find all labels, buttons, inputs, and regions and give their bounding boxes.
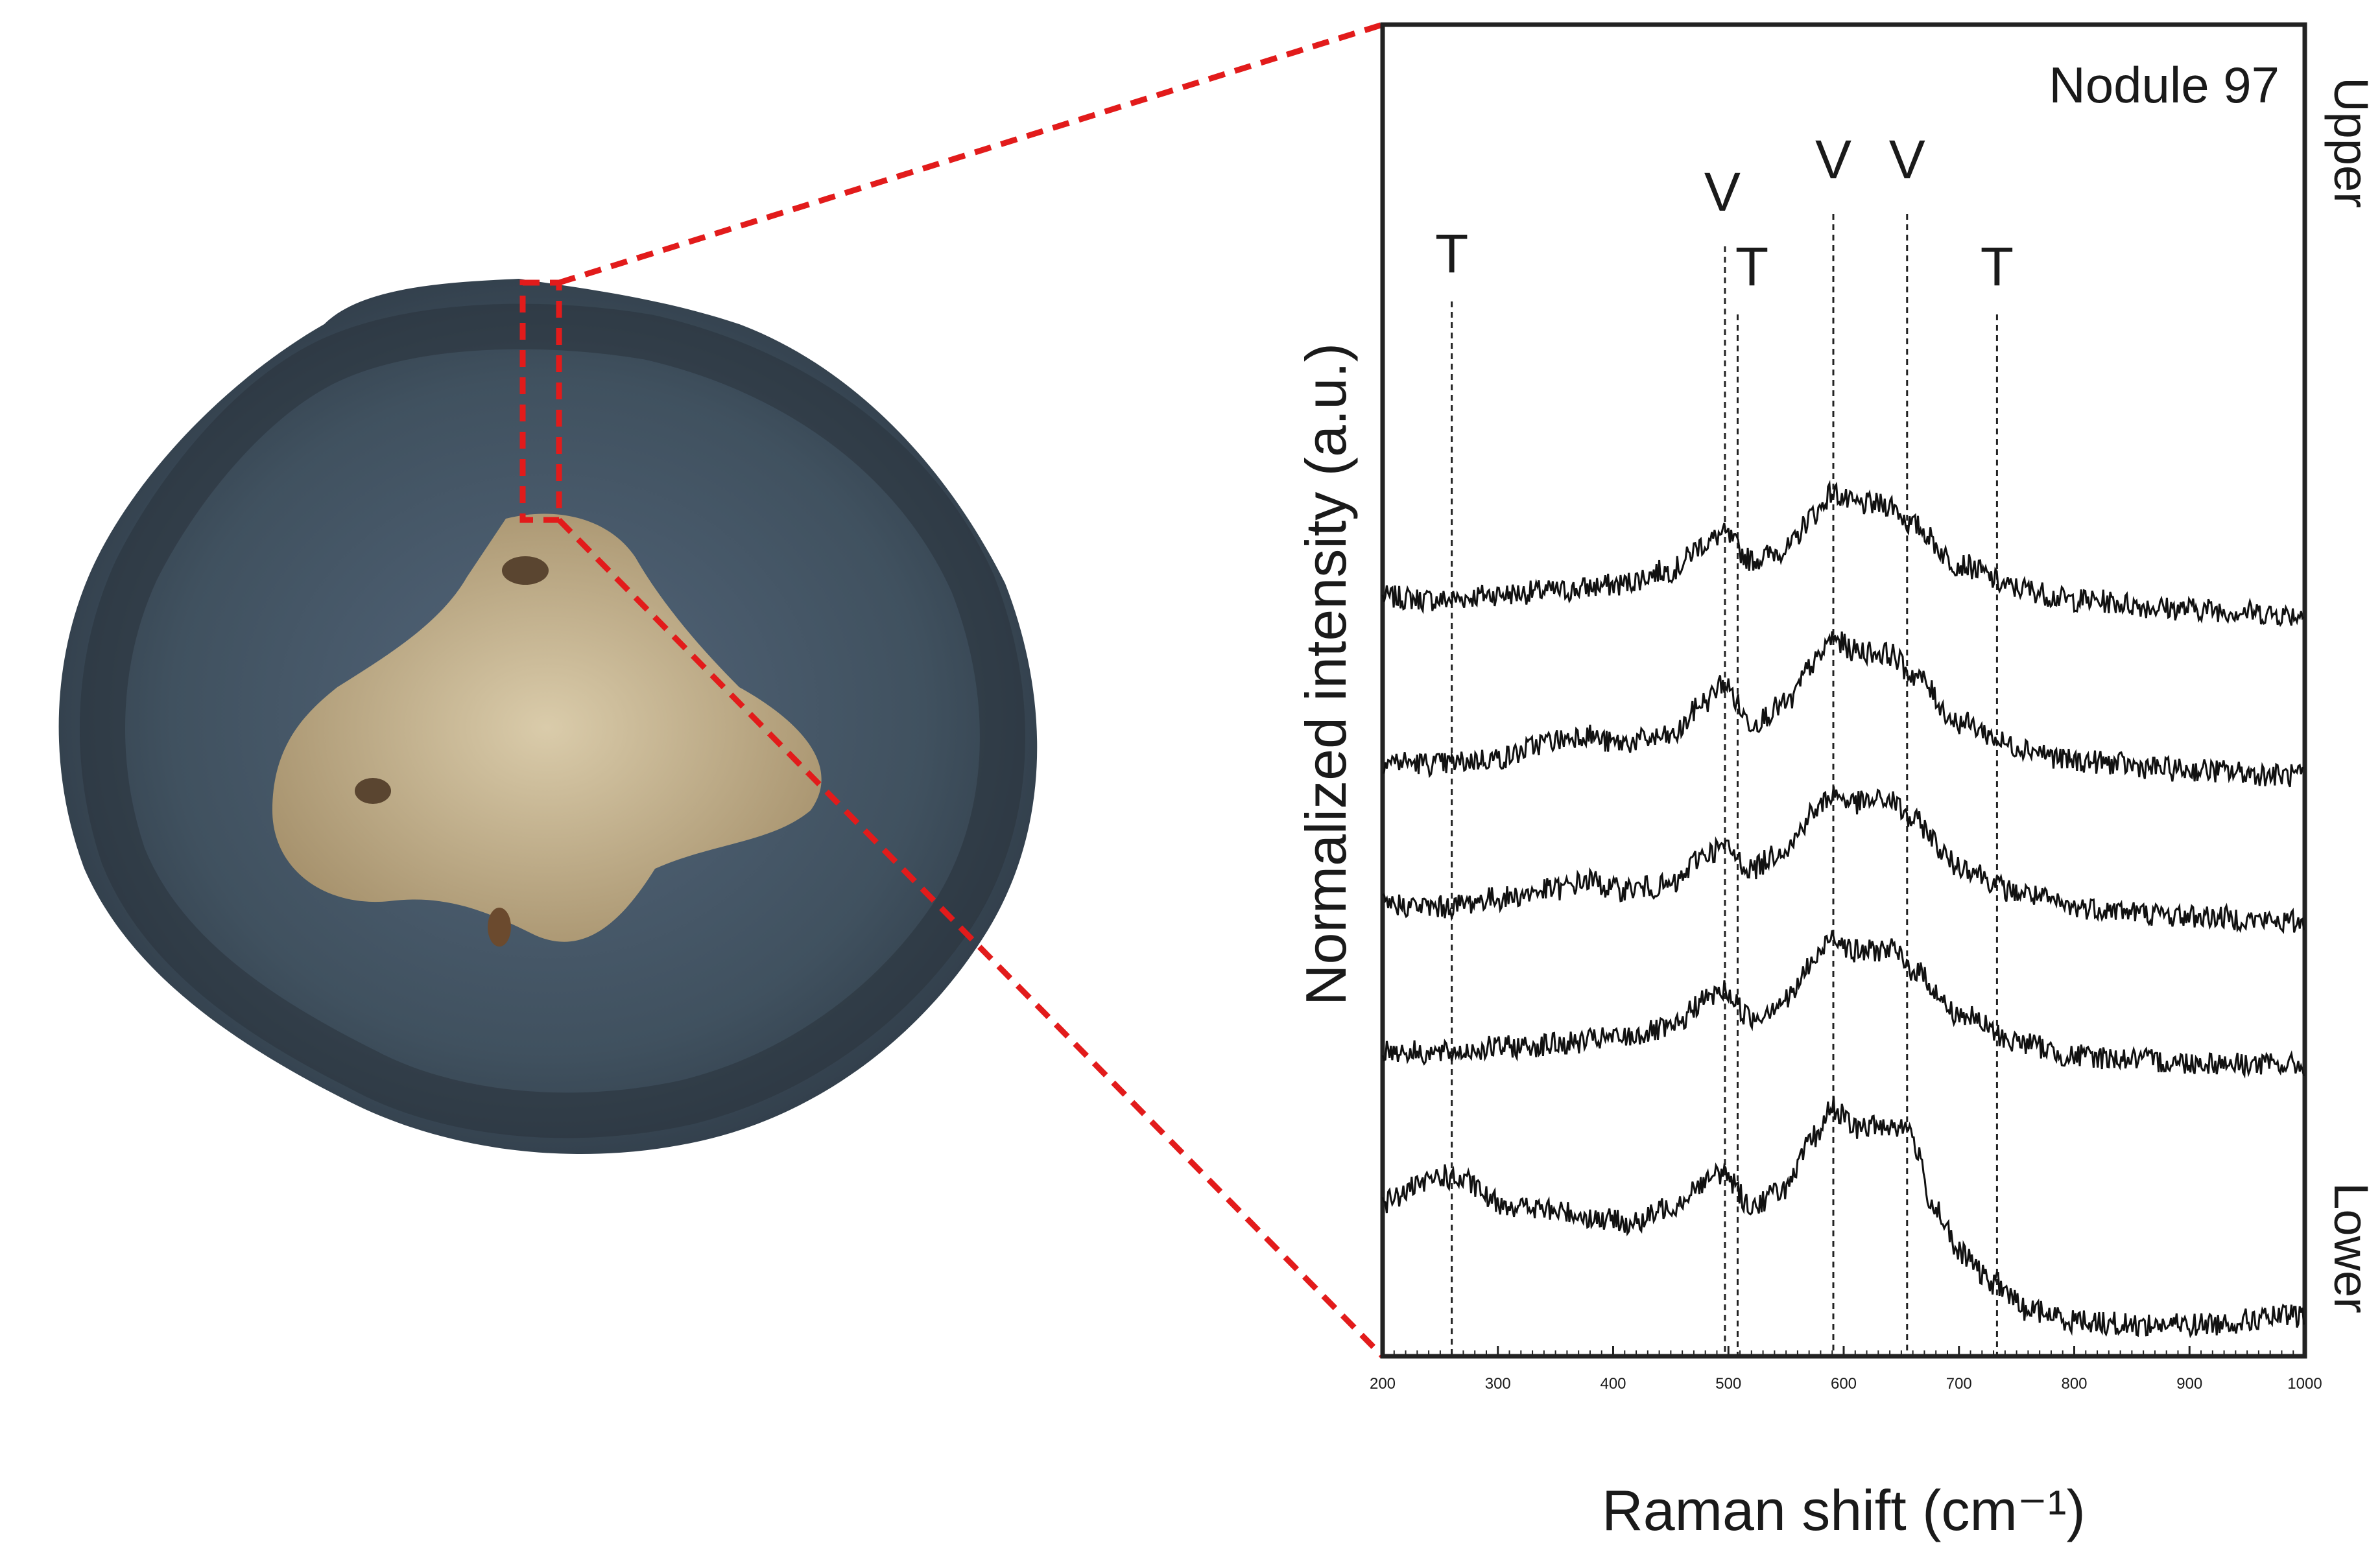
peak-marker-label: T bbox=[1981, 236, 2014, 297]
upper-label: Upper bbox=[2324, 77, 2378, 208]
nodule-photo bbox=[58, 279, 1038, 1154]
spectrum-line bbox=[1381, 480, 2305, 628]
peak-marker-label: V bbox=[1889, 129, 1925, 190]
callout-line-bottom bbox=[556, 517, 1385, 1359]
callout bbox=[519, 21, 1385, 1359]
x-tick-label: 400 bbox=[1600, 1375, 1626, 1393]
plot-frame bbox=[1380, 22, 2307, 1359]
nodule-pit bbox=[502, 556, 549, 585]
x-tick-label: 600 bbox=[1831, 1375, 1857, 1393]
x-tick-label: 700 bbox=[1946, 1375, 1972, 1393]
peak-marker-label: T bbox=[1735, 236, 1768, 297]
spectrum-line bbox=[1381, 1096, 2305, 1339]
nodule-pit bbox=[488, 908, 511, 947]
x-tick-label: 800 bbox=[2061, 1375, 2087, 1393]
x-tick-label: 300 bbox=[1485, 1375, 1511, 1393]
nodule-pit bbox=[355, 778, 391, 804]
nodule-label: Nodule 97 bbox=[2049, 56, 2279, 113]
callout-line-top bbox=[558, 21, 1384, 286]
x-axis-label: Raman shift (cm⁻¹) bbox=[1602, 1478, 2086, 1542]
nodule-outer-band bbox=[80, 303, 1025, 1138]
peak-marker-label: T bbox=[1435, 223, 1468, 284]
x-tick-label: 500 bbox=[1715, 1375, 1741, 1393]
spectrum-line bbox=[1382, 631, 2304, 788]
lower-label: Lower bbox=[2324, 1183, 2378, 1313]
peak-marker-label: V bbox=[1704, 161, 1741, 222]
x-axis: 200 300 400 500 600 700 800 900 1000 bbox=[1370, 1346, 2322, 1393]
x-tick-label: 1000 bbox=[2287, 1375, 2322, 1393]
spectra bbox=[1381, 480, 2305, 1339]
y-axis-label: Normalized intensity (a.u.) bbox=[1294, 343, 1358, 1006]
peak-marker-label: V bbox=[1815, 129, 1851, 190]
spectrum-line bbox=[1382, 786, 2305, 934]
x-tick-label: 200 bbox=[1370, 1375, 1396, 1393]
spectrum-line bbox=[1381, 930, 2305, 1079]
x-tick-label: 900 bbox=[2176, 1375, 2202, 1393]
nodule-core bbox=[272, 513, 822, 942]
